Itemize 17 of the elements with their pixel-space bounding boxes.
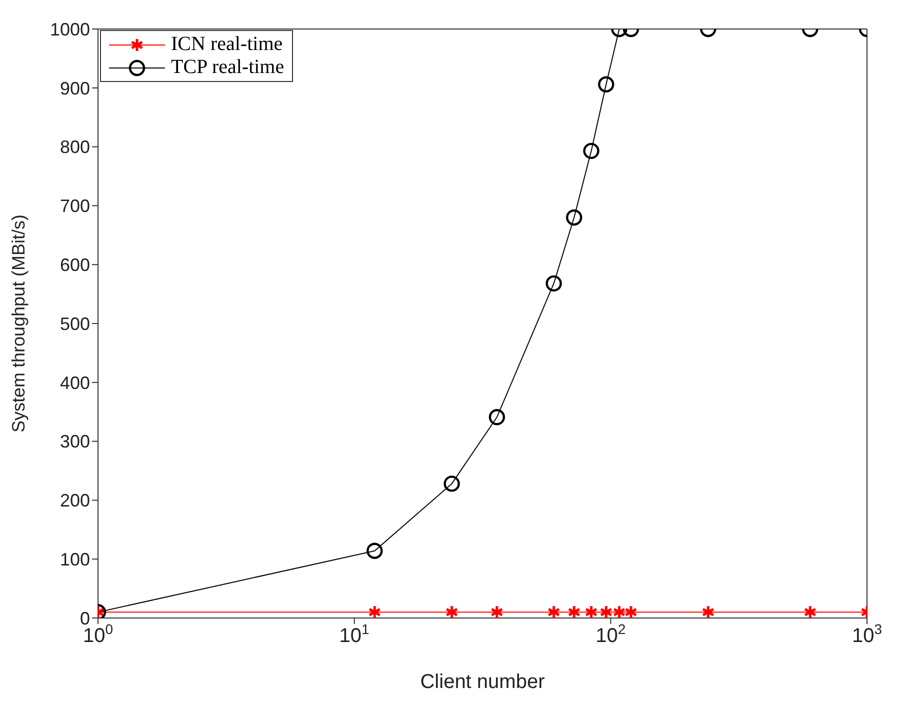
legend-label: ICN real-time	[171, 33, 283, 56]
y-tick-label: 500	[60, 314, 90, 334]
y-tick-label: 200	[60, 490, 90, 511]
x-axis-title: Client number	[420, 671, 546, 693]
y-tick-label: 800	[60, 137, 90, 158]
x-tick-label: 10$^{3}$	[852, 621, 882, 647]
y-tick-label: 600	[60, 254, 90, 275]
y-tick-label: 300	[60, 432, 90, 452]
y-tick-label: 700	[60, 196, 90, 216]
y-tick-label: 100	[60, 549, 90, 570]
y-tick-label: 400	[60, 372, 90, 393]
x-tick-label: 10$^{2}$	[596, 621, 626, 647]
y-axis-title: System throughput (MBit/s)	[8, 214, 28, 433]
y-tick-label: 900	[60, 78, 90, 98]
x-tick-label: 10$^{1}$	[339, 621, 370, 647]
legend-label: TCP real-time	[171, 56, 284, 79]
y-tick-label: 1000	[50, 19, 90, 40]
